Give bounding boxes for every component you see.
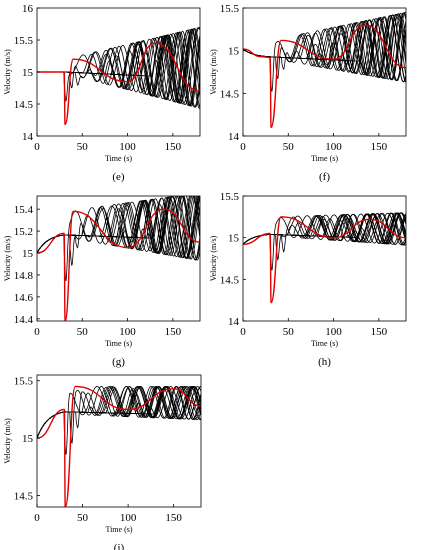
y-tick-label: 15: [22, 67, 34, 79]
y-tick-label: 15: [228, 233, 240, 245]
chart-panel-3: 0 50 100 150 14.4 14.6 14.8 15 15.2 15.4 Time (s) V…: [3, 195, 201, 368]
x-tick-label: 50: [77, 326, 89, 338]
x-tick-label: 50: [77, 141, 89, 153]
y-axis-label: Velocity (m/s): [3, 235, 12, 281]
y-tick-label: 15.5: [220, 3, 240, 15]
ensemble-line: [37, 386, 201, 439]
y-tick-label: 14.5: [14, 99, 34, 111]
chart-panel-1: 0 50 100 150 14 14.5 15 15.5 16 Time (s) Velocity …: [3, 3, 201, 183]
y-tick-label: 15.5: [14, 35, 34, 47]
x-tick-label: 100: [119, 141, 136, 153]
y-axis-label: Velocity (m/s): [209, 235, 218, 281]
y-tick-label: 14.5: [14, 491, 34, 503]
x-tick-label: 150: [165, 326, 182, 338]
x-axis-label: Time (s): [311, 154, 338, 163]
highlighted-vehicle-line: [37, 208, 200, 321]
ensemble-line: [37, 28, 200, 104]
highlighted-vehicle-line: [243, 216, 406, 304]
y-axis-label: Velocity (m/s): [3, 49, 12, 95]
plot-area: [37, 196, 200, 321]
chart-panel-5: 0 50 100 150 14.5 15 15.5 Time (s) Velocity (m/s…: [3, 374, 202, 550]
x-axis-label: Time (s): [105, 339, 132, 348]
x-tick-label: 0: [240, 326, 246, 338]
y-tick-label: 14: [228, 316, 240, 328]
x-tick-label: 0: [34, 326, 40, 338]
y-tick-label: 14.8: [14, 270, 34, 282]
x-tick-label: 150: [165, 512, 182, 524]
plot-area: [243, 212, 406, 304]
y-axis-label: Velocity (m/s): [209, 49, 218, 95]
x-tick-label: 0: [240, 141, 246, 153]
ensemble-line: [37, 31, 200, 108]
highlighted-vehicle-line: [37, 385, 201, 507]
y-tick-label: 15: [22, 248, 34, 260]
y-tick-label: 14.6: [14, 292, 34, 304]
axes-frame: [36, 374, 202, 508]
y-tick-label: 15.2: [14, 226, 33, 238]
x-tick-label: 150: [371, 141, 388, 153]
y-tick-label: 14.5: [220, 88, 240, 100]
highlighted-vehicle-line: [243, 24, 406, 129]
x-tick-label: 0: [34, 512, 40, 524]
x-tick-label: 150: [165, 141, 182, 153]
x-tick-label: 100: [325, 326, 342, 338]
panel-label: (f): [319, 171, 330, 183]
x-tick-label: 50: [283, 141, 295, 153]
highlighted-vehicle-line: [37, 42, 200, 126]
y-tick-label: 15: [22, 433, 34, 445]
axes-frame: [36, 195, 201, 322]
x-tick-label: 50: [77, 512, 89, 524]
y-tick-label: 16: [22, 3, 34, 15]
x-tick-label: 100: [119, 326, 136, 338]
x-tick-label: 100: [325, 141, 342, 153]
ensemble-line: [243, 11, 406, 81]
x-axis-label: Time (s): [105, 154, 132, 163]
x-tick-label: 150: [371, 326, 388, 338]
panel-label: (g): [112, 356, 125, 368]
y-tick-label: 14: [228, 131, 240, 143]
plot-area: [37, 385, 201, 507]
chart-panel-2: 0 50 100 150 14 14.5 15 15.5 Time (s) Velocity (m…: [209, 3, 407, 183]
y-tick-label: 14: [22, 131, 34, 143]
x-tick-label: 100: [120, 512, 137, 524]
x-tick-label: 50: [283, 326, 295, 338]
y-tick-label: 15.4: [14, 204, 34, 216]
plot-area: [37, 26, 200, 126]
axes-frame: [242, 195, 407, 322]
x-axis-label: Time (s): [311, 339, 338, 348]
panel-label: (e): [112, 171, 125, 183]
y-axis-label: Velocity (m/s): [3, 418, 12, 464]
axes-frame: [242, 7, 407, 137]
y-tick-label: 14.5: [220, 274, 240, 286]
y-tick-label: 15.5: [14, 376, 34, 388]
panel-label: (i): [114, 542, 125, 550]
panel-label: (h): [318, 356, 331, 368]
plot-area: [243, 11, 406, 129]
y-tick-label: 15.5: [220, 191, 240, 203]
ensemble-line: [37, 28, 200, 104]
y-tick-label: 14.4: [14, 314, 34, 326]
ensemble-line: [37, 29, 200, 103]
x-tick-label: 0: [34, 141, 40, 153]
x-axis-label: Time (s): [105, 525, 132, 534]
chart-panel-4: 0 50 100 150 14 14.5 15 15.5 Time (s) Velocity (m…: [209, 191, 407, 368]
y-tick-label: 15: [228, 46, 240, 58]
